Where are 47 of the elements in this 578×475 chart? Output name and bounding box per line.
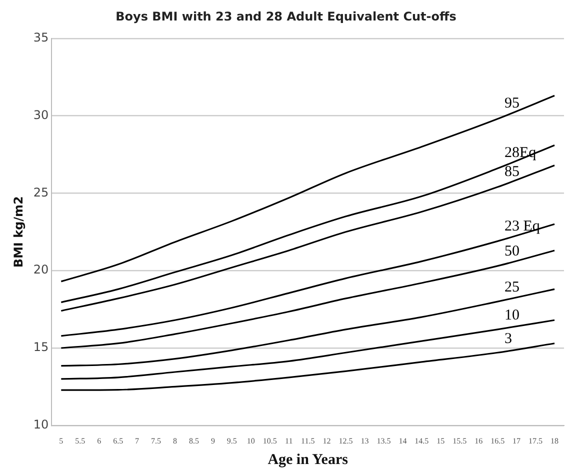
chart-title: Boys BMI with 23 and 28 Adult Equivalent Cut-offs xyxy=(116,9,456,24)
x-tick-label: 14.5 xyxy=(414,436,429,446)
x-tick-label: 14 xyxy=(398,436,407,446)
line-series xyxy=(60,342,556,391)
series-label: 3 xyxy=(504,330,512,347)
x-tick-label: 17 xyxy=(512,436,521,446)
y-tick-label: 25 xyxy=(33,185,49,200)
y-axis-title: BMI kg/m2 xyxy=(11,196,26,268)
y-tick-label: 30 xyxy=(33,108,49,122)
x-tick-label: 12 xyxy=(322,436,331,446)
x-tick-label: 16 xyxy=(474,436,483,446)
y-tick-label: 35 xyxy=(33,30,49,45)
y-tick-label: 10 xyxy=(33,418,49,432)
x-tick-label: 16.5 xyxy=(490,436,505,446)
y-tick-label: 20 xyxy=(33,262,49,277)
x-tick-label: 9 xyxy=(210,436,215,446)
x-tick-label: 5.5 xyxy=(75,436,86,446)
series-label: 25 xyxy=(504,279,520,296)
x-tick-label: 9.5 xyxy=(226,436,237,446)
series-label: 28Eq xyxy=(504,145,537,162)
x-tick-label: 10 xyxy=(246,436,255,446)
series-label: 85 xyxy=(504,164,520,180)
series-label: 10 xyxy=(504,308,520,324)
y-tick-label: 15 xyxy=(33,340,49,354)
x-axis-title: Age in Years xyxy=(268,452,348,468)
x-tick-label: 5 xyxy=(59,436,64,446)
x-tick-label: 8.5 xyxy=(188,436,199,446)
x-tick-label: 11 xyxy=(285,436,293,446)
x-tick-label: 18 xyxy=(550,436,559,446)
x-tick-label: 11.5 xyxy=(300,436,315,446)
line-series xyxy=(60,144,556,304)
x-tick-label: 13.5 xyxy=(376,436,391,446)
x-tick-label: 12.5 xyxy=(338,436,353,446)
x-tick-label: 10.5 xyxy=(262,436,277,446)
series-label: 50 xyxy=(504,244,520,260)
line-series xyxy=(60,319,556,380)
x-tick-label: 15.5 xyxy=(452,436,467,446)
x-tick-label: 15 xyxy=(436,436,445,446)
x-tick-label: 7 xyxy=(135,436,140,446)
x-tick-label: 8 xyxy=(173,436,178,446)
line-series xyxy=(60,94,556,282)
x-tick-label: 13 xyxy=(360,436,369,446)
x-tick-label: 6 xyxy=(97,436,102,446)
x-tick-label: 17.5 xyxy=(528,436,543,446)
x-tick-label: 6.5 xyxy=(113,436,124,446)
series-label: 95 xyxy=(504,96,520,112)
x-tick-label: 7.5 xyxy=(151,436,162,446)
